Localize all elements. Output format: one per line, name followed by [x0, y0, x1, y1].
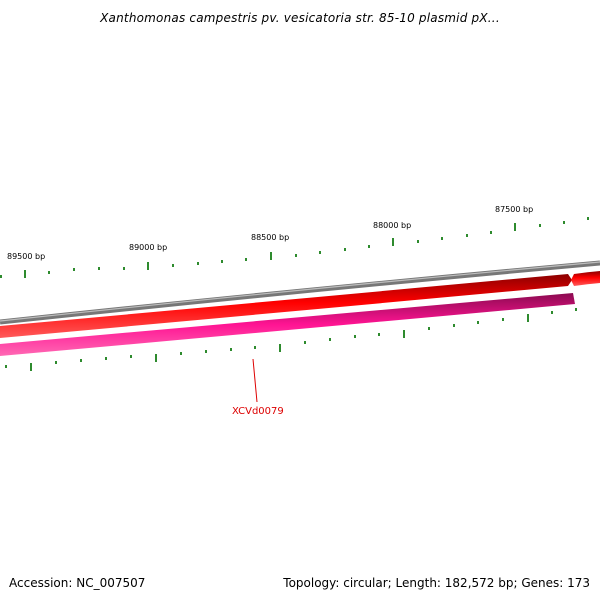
- ruler-label: 87500 bp: [495, 205, 533, 214]
- plasmid-backbone: [0, 260, 600, 325]
- outer-ruler: 89500 bp 89000 bp 88500 bp 88000 bp 8750…: [0, 205, 589, 278]
- reverse-gene-arrow[interactable]: [0, 293, 575, 356]
- ruler-label: 88500 bp: [251, 233, 289, 242]
- forward-gene-arrow[interactable]: [0, 274, 572, 338]
- forward-gene-segment[interactable]: [571, 271, 600, 286]
- ruler-label: 89000 bp: [129, 243, 167, 252]
- inner-ruler: [5, 308, 577, 371]
- gene-callout-line: [252, 358, 258, 403]
- accession-text: Accession: NC_007507: [9, 576, 146, 590]
- topology-stats: Topology: circular; Length: 182,572 bp; …: [283, 576, 590, 590]
- outer-ticks: [0, 217, 589, 278]
- map-title: Xanthomonas campestris pv. vesicatoria s…: [100, 11, 500, 25]
- ruler-label: 88000 bp: [373, 221, 411, 230]
- ruler-label: 89500 bp: [7, 252, 45, 261]
- gene-label[interactable]: XCVd0079: [232, 406, 284, 417]
